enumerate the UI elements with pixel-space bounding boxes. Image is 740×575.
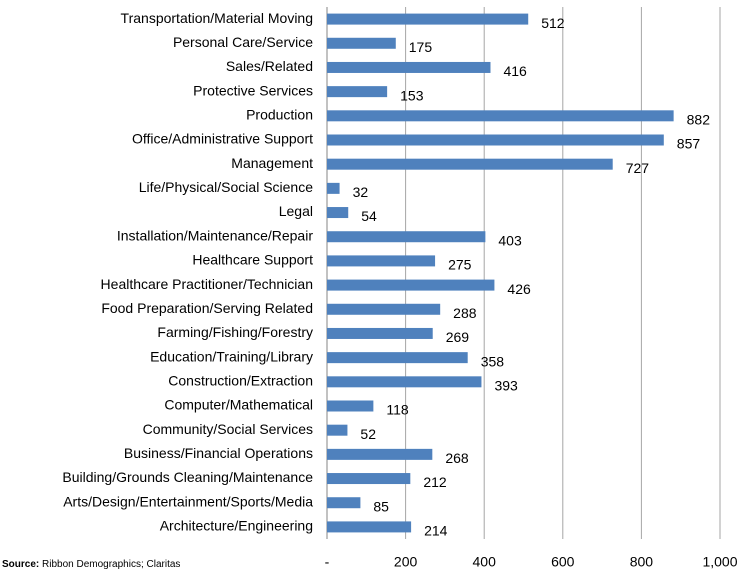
x-tick-label: 400	[473, 554, 497, 570]
bar	[327, 327, 433, 339]
x-tick-label: 600	[551, 554, 575, 570]
bar	[327, 61, 491, 73]
source-label: Source:	[2, 559, 39, 570]
bar	[327, 279, 495, 291]
y-tick-label: Business/Financial Operations	[124, 445, 313, 461]
bar	[327, 182, 340, 194]
y-tick-label: Healthcare Support	[192, 252, 313, 268]
x-tick-label: 1,000	[702, 554, 737, 570]
x-tick-label: 200	[394, 554, 418, 570]
y-tick-label: Sales/Related	[226, 58, 313, 74]
bar	[327, 255, 436, 267]
bar	[327, 424, 348, 436]
y-tick-label: Life/Physical/Social Science	[139, 179, 314, 195]
y-tick-label: Community/Social Services	[143, 421, 313, 437]
data-label: 52	[360, 426, 376, 442]
bar	[327, 134, 664, 146]
data-label: 512	[541, 15, 565, 31]
data-label: 214	[424, 523, 448, 539]
bar	[327, 110, 674, 122]
y-tick-label: Education/Training/Library	[150, 348, 313, 364]
bar	[327, 37, 396, 49]
data-label: 882	[687, 112, 711, 128]
data-label: 269	[446, 329, 470, 345]
bar	[327, 521, 412, 533]
x-tick-label: 800	[630, 554, 654, 570]
data-label: 153	[400, 87, 424, 103]
bar	[327, 497, 361, 509]
x-tick-label: -	[325, 554, 330, 570]
y-tick-label: Food Preparation/Serving Related	[101, 300, 313, 316]
bar	[327, 86, 388, 98]
bar	[327, 303, 441, 315]
data-label: 393	[494, 378, 518, 394]
y-tick-label: Production	[246, 107, 313, 123]
data-label: 175	[409, 39, 433, 55]
source: Source: Ribbon Demographics; Claritas	[2, 559, 180, 570]
data-label: 268	[445, 450, 469, 466]
bar	[327, 352, 468, 364]
y-tick-label: Transportation/Material Moving	[121, 10, 313, 26]
y-tick-label: Arts/Design/Entertainment/Sports/Media	[63, 493, 313, 509]
data-label: 288	[453, 305, 477, 321]
y-tick-label: Management	[231, 155, 313, 171]
bar	[327, 158, 613, 170]
data-label: 85	[373, 498, 389, 514]
data-label: 212	[423, 474, 447, 490]
data-label: 426	[507, 281, 531, 297]
y-tick-label: Installation/Maintenance/Repair	[117, 227, 313, 243]
data-label: 118	[386, 402, 409, 418]
data-label: 54	[361, 208, 377, 224]
bar	[327, 207, 349, 219]
bar	[327, 13, 529, 25]
bar	[327, 400, 374, 412]
bar	[327, 448, 433, 460]
data-label: 857	[677, 136, 701, 152]
y-tick-label: Protective Services	[193, 82, 313, 98]
y-tick-label: Personal Care/Service	[173, 34, 313, 50]
bar	[327, 231, 486, 243]
source-text: Ribbon Demographics; Claritas	[42, 559, 180, 570]
data-label: 358	[481, 353, 505, 369]
y-tick-label: Computer/Mathematical	[164, 397, 313, 413]
data-label: 403	[498, 232, 522, 248]
data-label: 727	[626, 160, 650, 176]
y-tick-label: Farming/Fishing/Forestry	[157, 324, 313, 340]
data-label: 32	[353, 184, 369, 200]
bar	[327, 376, 482, 388]
data-label: 275	[448, 257, 472, 273]
bar	[327, 473, 411, 485]
y-tick-label: Building/Grounds Cleaning/Maintenance	[62, 469, 313, 485]
y-tick-label: Legal	[279, 203, 313, 219]
data-label: 416	[503, 63, 527, 79]
y-tick-label: Office/Administrative Support	[132, 131, 313, 147]
y-tick-label: Healthcare Practitioner/Technician	[101, 276, 313, 292]
y-tick-label: Construction/Extraction	[168, 373, 313, 389]
y-tick-label: Architecture/Engineering	[160, 518, 313, 534]
